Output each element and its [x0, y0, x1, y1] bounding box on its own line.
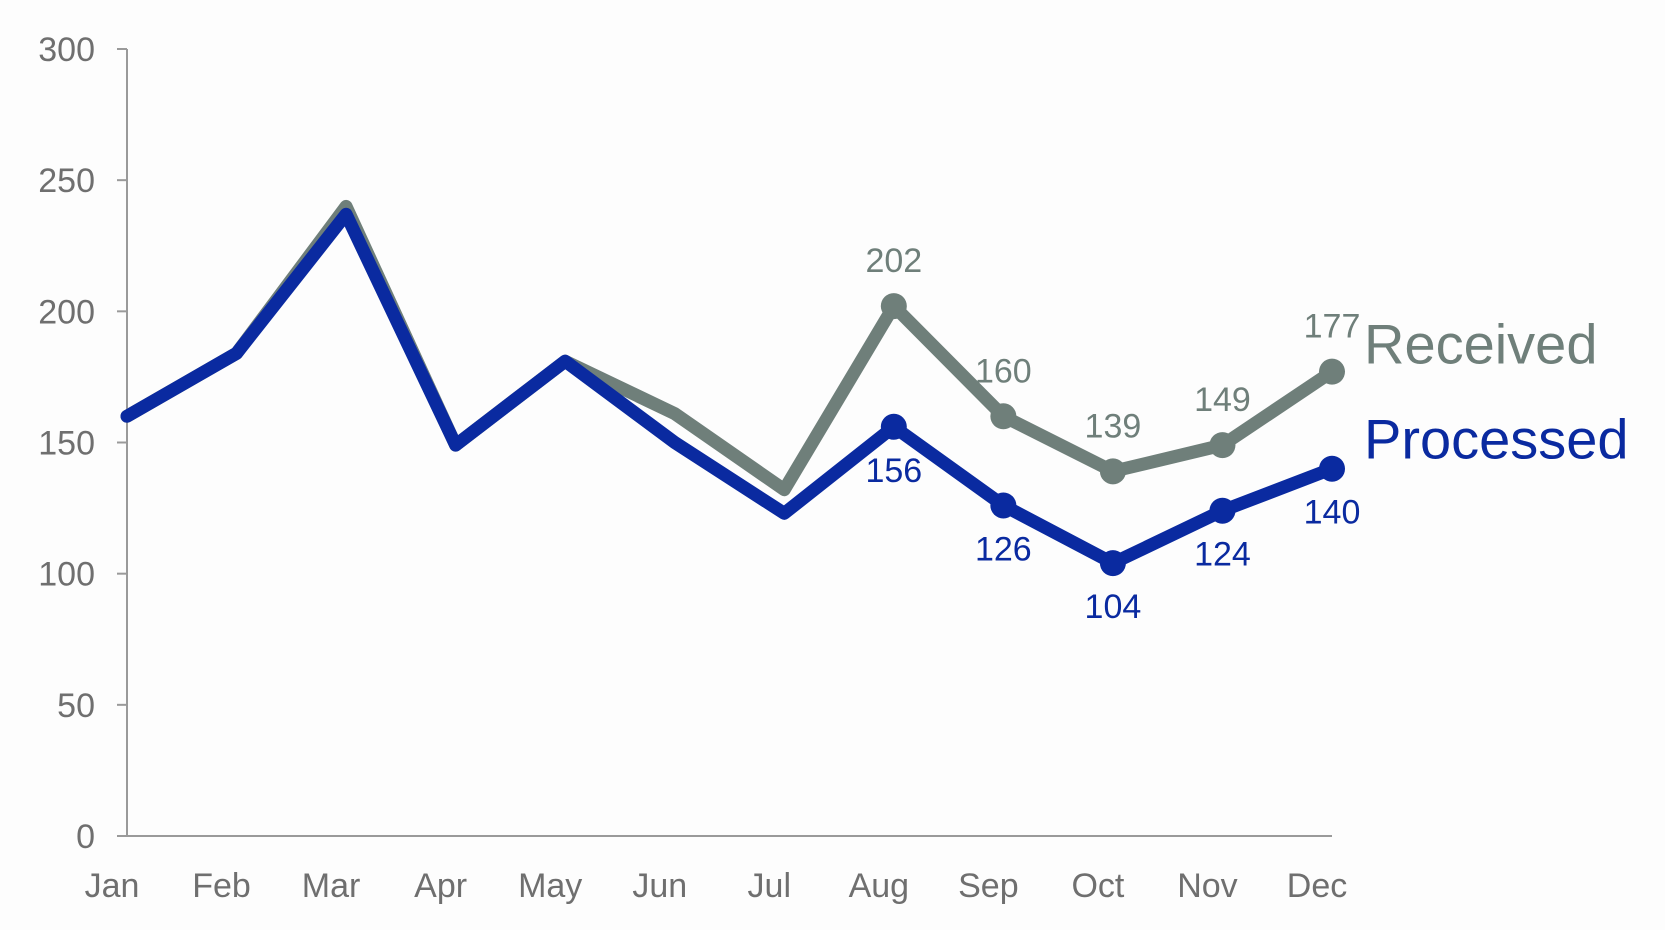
data-point-received: [1099, 458, 1126, 485]
x-tick-label: Aug: [849, 867, 910, 905]
data-label-received: 177: [1304, 308, 1361, 346]
y-tick-label: 100: [38, 556, 95, 594]
x-tick-label: Nov: [1177, 867, 1237, 905]
series-line-processed: [120, 207, 1339, 570]
y-tick-label: 150: [38, 425, 95, 463]
axes: 0 50 100 150 200 250 300 Jan Feb Mar Apr May Jun Jul A…: [38, 31, 1347, 905]
data-point-received: [1209, 432, 1236, 459]
y-tick-label: 300: [38, 31, 95, 69]
y-tick-label: 50: [57, 687, 95, 725]
data-label-received: 160: [975, 352, 1032, 390]
x-tick-label: Dec: [1287, 867, 1347, 905]
data-point-processed: [1319, 455, 1345, 482]
y-tick-label: 0: [76, 818, 95, 856]
data-label-received: 202: [865, 242, 922, 280]
data-point-processed: [1209, 497, 1236, 524]
x-tick-label: Sep: [958, 867, 1019, 905]
x-tick-label: Jul: [748, 867, 791, 905]
data-label-processed: 124: [1194, 536, 1251, 574]
data-point-received: [880, 293, 907, 320]
y-tick-label: 200: [38, 293, 95, 331]
x-tick-label: May: [518, 867, 582, 905]
x-tick-label: Apr: [414, 867, 467, 905]
data-label-processed: 104: [1085, 588, 1142, 626]
data-labels: 202 160 139 149 177 Received 156 126 104 124 140Pr…: [865, 242, 1628, 626]
data-label-processed: 140: [1304, 494, 1361, 532]
series-name-received: Received: [1364, 313, 1597, 376]
data-label-received: 149: [1194, 381, 1251, 419]
series-layer: [120, 199, 1345, 577]
series-name-processed: Processed: [1364, 408, 1629, 471]
data-point-processed: [1099, 550, 1126, 577]
data-label-processed: 126: [975, 530, 1032, 568]
data-point-received: [1319, 358, 1345, 385]
x-tick-label: Jan: [85, 867, 140, 905]
x-tick-label: Oct: [1071, 867, 1124, 905]
x-tick-label: Feb: [192, 867, 251, 905]
y-tick-label: 250: [38, 162, 95, 200]
data-label-processed: 156: [865, 452, 922, 490]
data-label-received: 139: [1085, 407, 1142, 445]
x-tick-label: Mar: [302, 867, 361, 905]
series-line-received: [120, 199, 1339, 497]
x-tick-label: Jun: [632, 867, 687, 905]
data-point-processed: [880, 413, 907, 440]
data-point-processed: [990, 492, 1017, 519]
data-point-received: [990, 403, 1017, 430]
